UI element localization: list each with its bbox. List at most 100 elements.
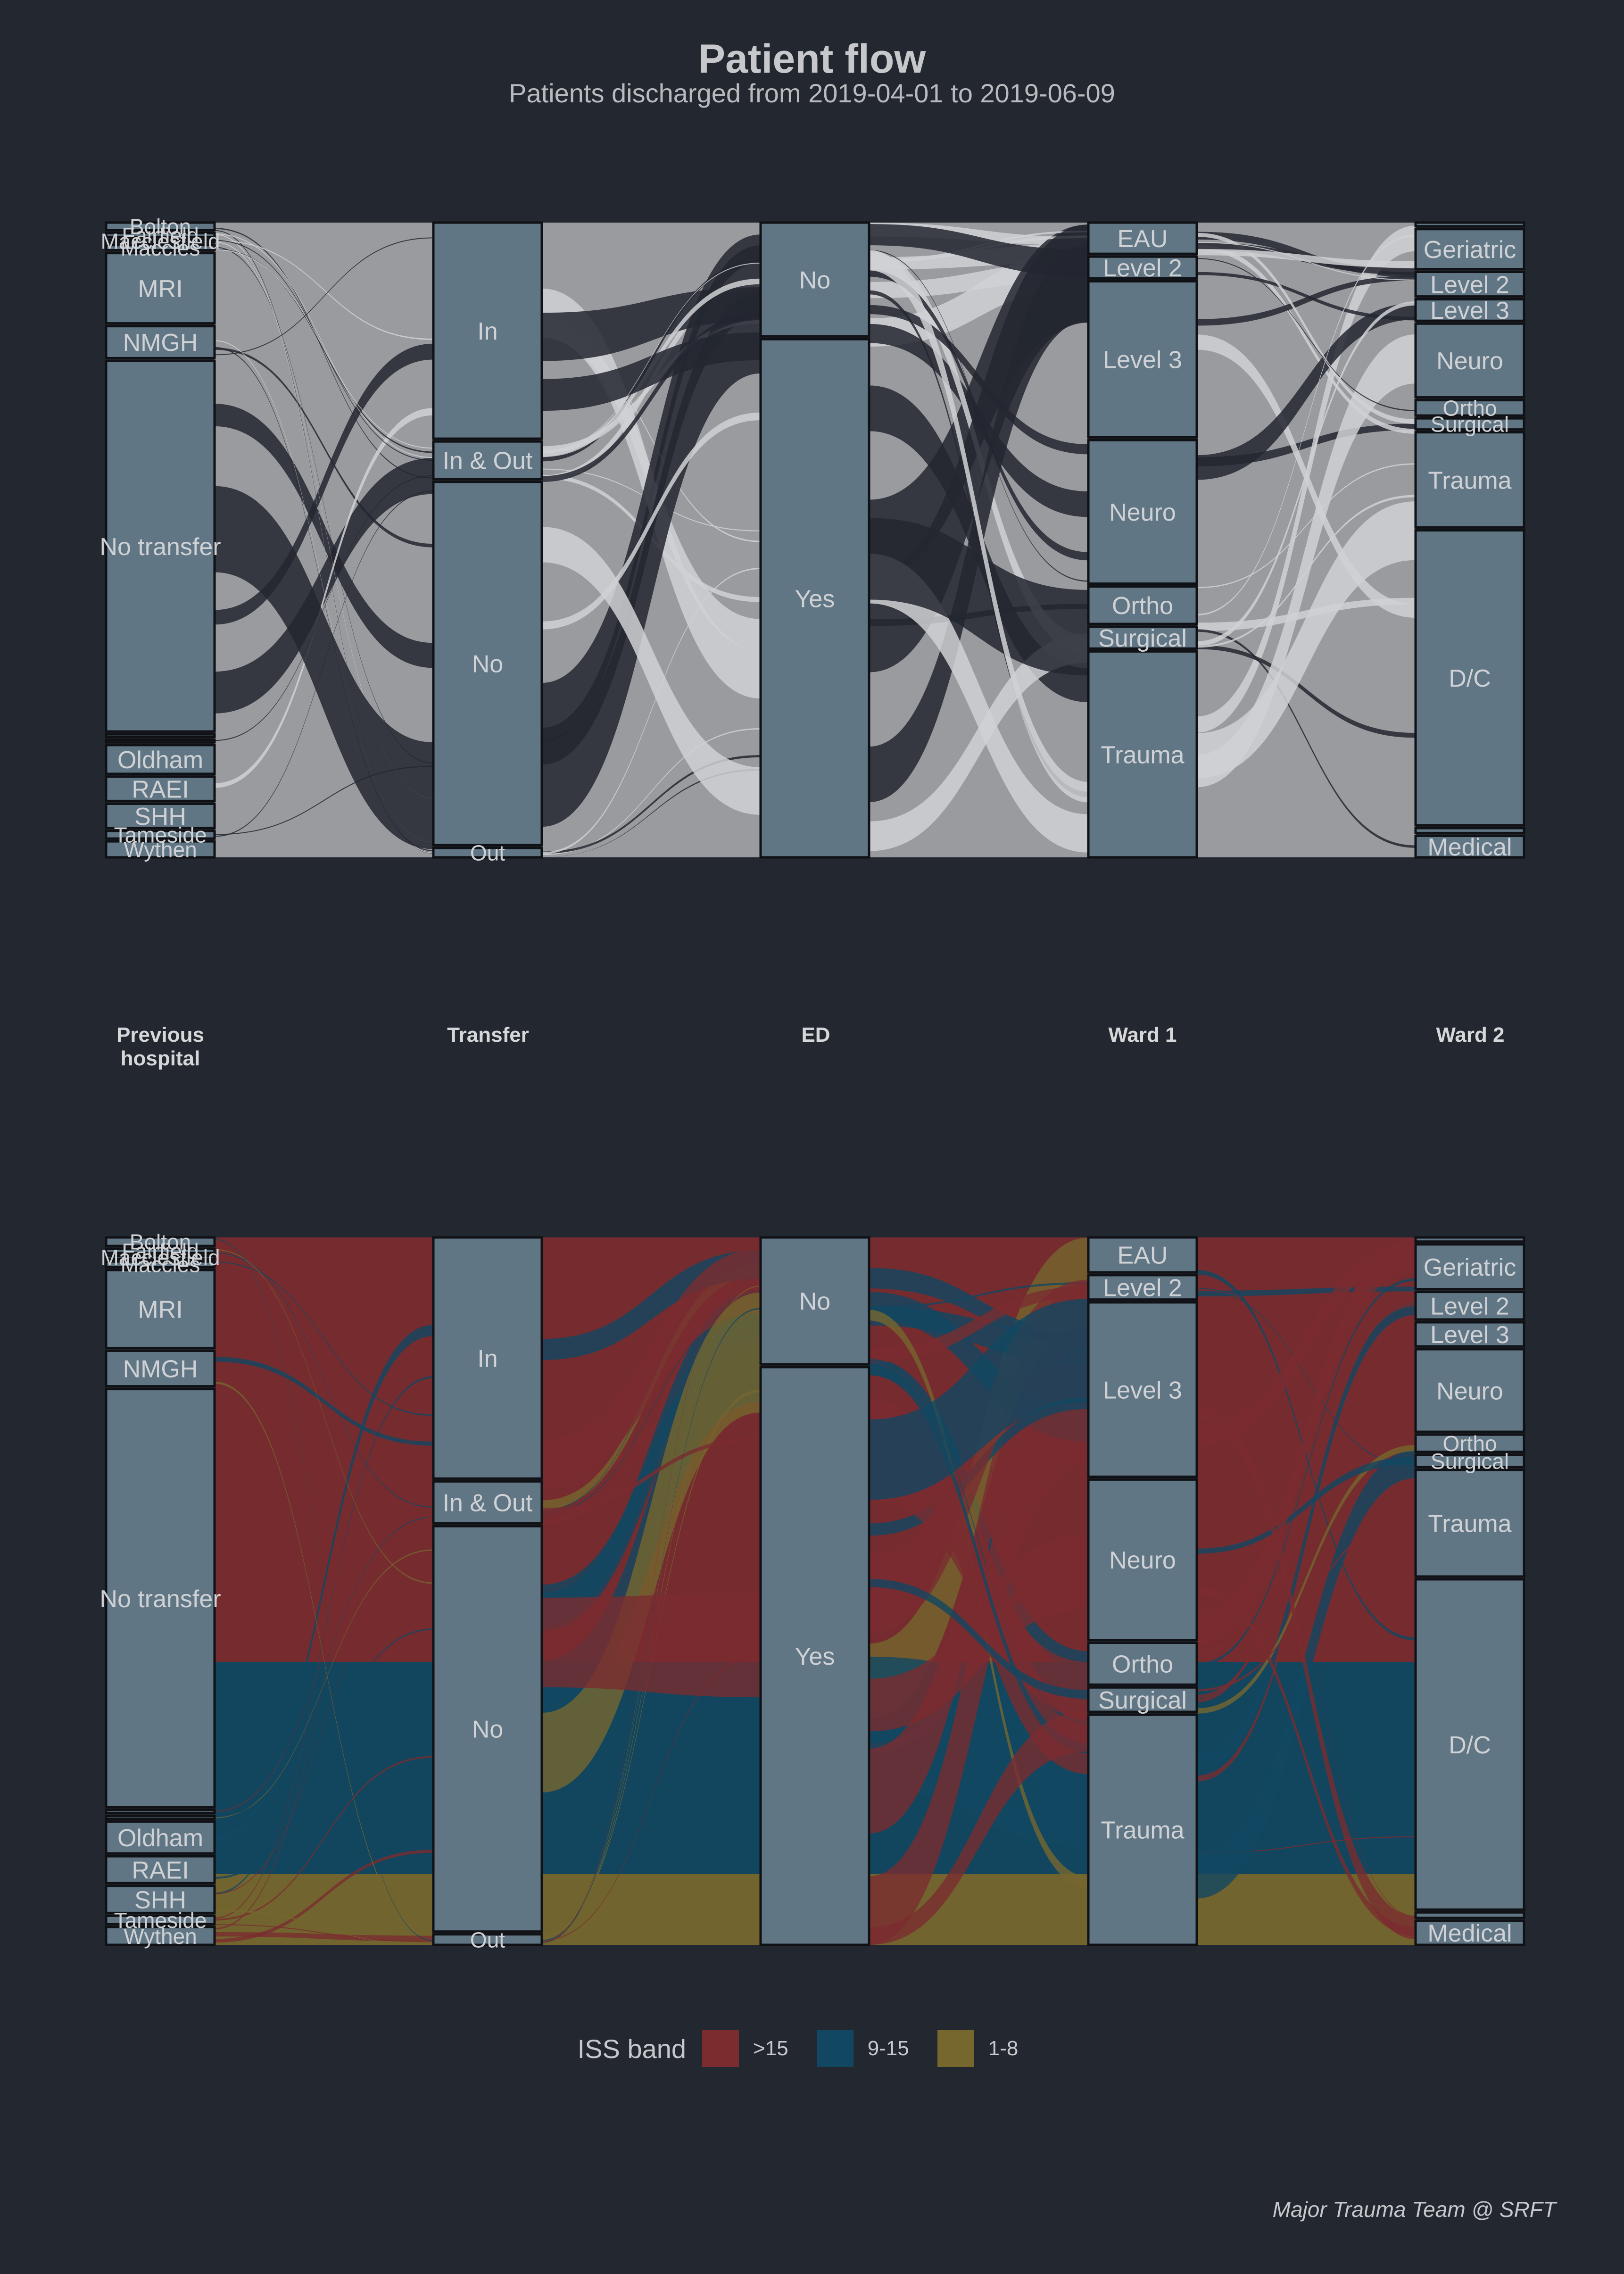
node-0-11 (105, 802, 216, 830)
node-label-4-2: Level 2 (1430, 271, 1509, 299)
node-0-2 (105, 238, 216, 244)
flow-ribbon-1-16 (542, 1293, 761, 1793)
flow-ribbon-2-14 (869, 305, 1088, 455)
chart-subtitle: Patients discharged from 2019-04-01 to 2… (509, 78, 1115, 108)
flow-ribbon-1-17 (542, 291, 761, 827)
node-0-5 (105, 1349, 216, 1388)
flow-ribbon-0-3 (215, 230, 433, 854)
node-label-4-6: Surgical (1431, 1449, 1509, 1473)
node-3-0 (1087, 221, 1198, 255)
flow-ribbon-0-6 (215, 1325, 433, 1842)
flow-ribbon-1-20 (542, 568, 761, 855)
credit: Major Trauma Team @ SRFT (1272, 2197, 1556, 2222)
node-label-0-9: Oldham (117, 1825, 203, 1852)
node-label-0-5: NMGH (123, 329, 198, 357)
node-label-0-5: NMGH (123, 1356, 198, 1383)
node-label-3-1: Level 2 (1103, 1275, 1182, 1302)
flow-ribbon-3-20 (1197, 234, 1416, 615)
node-label-3-0: EAU (1118, 1242, 1168, 1270)
node-label-4-6: Surgical (1431, 412, 1509, 436)
flow-ribbon-1-21 (542, 1246, 761, 1943)
flow-ribbon-2-18 (869, 1579, 1088, 1699)
flow-ribbon-2-19 (869, 1299, 1088, 1500)
node-label-0-1: Fairfield (122, 1239, 199, 1263)
node-label-4-7: Trauma (1428, 1510, 1511, 1538)
node-0-6 (105, 1388, 216, 1809)
node-4-9 (1414, 827, 1525, 834)
flow-ribbon-1-3 (542, 769, 761, 857)
node-4-7 (1414, 431, 1525, 529)
node-0-4 (105, 1269, 216, 1349)
flow-ribbon-3-16 (1197, 501, 1416, 778)
flow-ribbon-0-6 (215, 234, 433, 854)
node-4-3 (1414, 1321, 1525, 1348)
flow-ribbon-0-0 (215, 1850, 433, 1943)
node-label-4-10: Medical (1427, 834, 1512, 861)
node-4-4 (1414, 322, 1525, 399)
flow-ribbon-3-7 (1197, 272, 1416, 321)
flow-ribbon-3-18 (1197, 301, 1416, 647)
node-0-3 (105, 1260, 216, 1269)
flow-ribbon-3-0 (1197, 232, 1416, 277)
node-label-0-11: SHH (134, 803, 186, 830)
flow-ribbon-0-11 (215, 1628, 433, 1879)
flow-ribbon-0-20 (215, 1560, 433, 1894)
flow-ribbon-2-9 (869, 1282, 1088, 1309)
node-label-2-0: No (799, 266, 830, 294)
node-label-4-1: Geriatric (1424, 1254, 1516, 1281)
node-label-0-11: SHH (134, 1887, 186, 1914)
flow-ribbon-0-19 (215, 233, 433, 458)
flow-ribbon-2-19 (869, 249, 1088, 582)
flow-ribbon-0-10 (215, 1361, 433, 1919)
node-label-0-13: Wythen (124, 838, 197, 862)
flow-ribbon-2-11 (869, 1286, 1088, 1363)
node-3-5 (1087, 1686, 1198, 1713)
node-label-4-5: Ortho (1442, 1431, 1497, 1456)
flow-ribbon-3-2 (1197, 244, 1416, 434)
node-4-8 (1414, 529, 1525, 827)
node-label-1-0: In (477, 1345, 497, 1372)
node-label-2-1: Yes (795, 1643, 835, 1670)
flow-ribbon-0-2 (215, 343, 433, 625)
axis-caption-ed: ED (801, 1023, 830, 1046)
node-1-1 (432, 440, 543, 481)
node-1-0 (432, 221, 543, 440)
flow-ribbon-1-14 (542, 755, 761, 854)
flow-ribbon-1-20 (542, 1308, 761, 1941)
node-0-11 (105, 1884, 216, 1914)
flow-ribbon-3-6 (1197, 1445, 1416, 1584)
flow-ribbon-3-18 (1197, 1298, 1416, 1917)
node-label-4-8: D/C (1449, 1732, 1491, 1759)
legend-label-low: 1-8 (988, 2037, 1019, 2060)
flow-ribbon-0-21 (215, 237, 433, 356)
node-label-1-1: In & Out (443, 1489, 533, 1517)
flow-ribbon-2-21 (869, 224, 1088, 276)
node-label-4-3: Level 3 (1430, 1321, 1509, 1349)
node-4-5 (1414, 399, 1525, 417)
flow-ribbon-1-11 (542, 1290, 761, 1626)
flow-ribbon-0-14 (215, 475, 433, 741)
node-label-3-3: Neuro (1109, 499, 1176, 526)
node-2-1 (759, 338, 870, 859)
flow-ribbon-0-3 (215, 1261, 433, 1416)
flow-ribbon-1-2 (542, 1367, 761, 1490)
node-4-2 (1414, 271, 1525, 298)
flow-ribbon-3-19 (1197, 1405, 1416, 1940)
node-label-0-6: No transfer (99, 1585, 221, 1613)
node-1-2 (432, 1525, 543, 1933)
node-3-4 (1087, 1642, 1198, 1686)
node-label-1-3: Out (470, 1927, 505, 1952)
node-layer (105, 221, 1525, 859)
node-label-0-4: MRI (138, 1296, 182, 1323)
flow-ribbon-3-14 (1197, 1241, 1416, 1446)
axis-caption-ward-2: Ward 2 (1436, 1023, 1505, 1046)
flow-ribbon-1-10 (542, 1307, 761, 1513)
flow-ribbon-3-12 (1197, 1303, 1416, 1699)
axis-caption-ward-1: Ward 1 (1108, 1023, 1177, 1046)
node-label-4-10: Medical (1427, 1920, 1512, 1947)
node-4-1 (1414, 1243, 1525, 1291)
flow-ribbon-0-7 (215, 1549, 433, 1818)
flow-ribbon-0-17 (215, 240, 433, 461)
flow-ribbon-0-9 (215, 1252, 433, 1508)
node-4-10 (1414, 1919, 1525, 1946)
